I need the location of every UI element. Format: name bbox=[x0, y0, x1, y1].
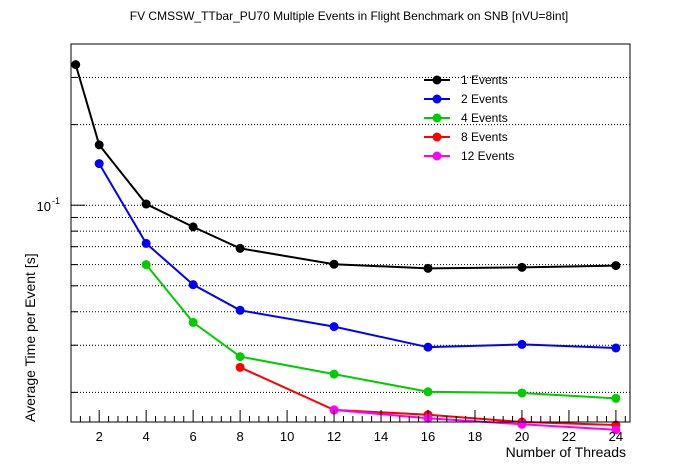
series-line bbox=[74, 64, 616, 270]
legend-label: 12 Events bbox=[461, 149, 514, 163]
data-point bbox=[188, 317, 198, 327]
data-point bbox=[611, 261, 621, 271]
series-3 bbox=[141, 260, 621, 403]
data-point bbox=[517, 388, 527, 398]
data-point bbox=[517, 339, 527, 349]
legend-marker bbox=[432, 132, 442, 142]
data-point bbox=[141, 260, 151, 270]
plot-frame bbox=[70, 43, 631, 423]
series-1 bbox=[71, 60, 621, 273]
data-point bbox=[329, 322, 339, 332]
data-point bbox=[423, 342, 433, 352]
y-tick-exponent: -1 bbox=[52, 196, 60, 206]
x-tick-label: 4 bbox=[143, 429, 150, 444]
data-point bbox=[329, 369, 339, 379]
data-point bbox=[235, 352, 245, 362]
data-point bbox=[141, 199, 151, 209]
data-point bbox=[235, 362, 245, 372]
x-tick-label: 6 bbox=[190, 429, 197, 444]
legend-marker bbox=[432, 94, 442, 104]
x-tick-label: 22 bbox=[562, 429, 576, 444]
x-tick-label: 20 bbox=[515, 429, 529, 444]
legend-label: 8 Events bbox=[461, 130, 508, 144]
data-point bbox=[611, 425, 621, 435]
data-point bbox=[235, 305, 245, 315]
y-axis-label: Average Time per Event [s] bbox=[22, 253, 38, 422]
data-point bbox=[94, 159, 104, 169]
data-point bbox=[517, 262, 527, 272]
data-point bbox=[423, 263, 433, 273]
legend: 1 Events 2 Events 4 Events 8 Events 12 Event… bbox=[424, 73, 514, 163]
chart-title: FV CMSSW_TTbar_PU70 Multiple Events in F… bbox=[130, 9, 569, 23]
data-point bbox=[235, 243, 245, 253]
legend-label: 2 Events bbox=[461, 92, 508, 106]
x-tick-label: 18 bbox=[468, 429, 482, 444]
x-tick-label: 8 bbox=[236, 429, 243, 444]
series-2 bbox=[94, 159, 621, 353]
x-tick-label: 2 bbox=[96, 429, 103, 444]
series-layer bbox=[71, 60, 621, 435]
data-point bbox=[611, 343, 621, 353]
data-point bbox=[329, 405, 339, 415]
data-point bbox=[423, 387, 433, 397]
legend-marker bbox=[432, 113, 442, 123]
x-tick-label: 14 bbox=[374, 429, 388, 444]
data-point bbox=[141, 238, 151, 248]
data-point bbox=[329, 259, 339, 269]
series-line bbox=[145, 263, 616, 400]
x-tick-label: 16 bbox=[421, 429, 435, 444]
legend-marker bbox=[432, 151, 442, 161]
x-tick-label: 24 bbox=[609, 429, 623, 444]
data-point bbox=[94, 140, 104, 150]
data-point bbox=[71, 60, 81, 70]
data-point bbox=[188, 222, 198, 232]
legend-label: 4 Events bbox=[461, 111, 508, 125]
x-tick-label: 10 bbox=[280, 429, 294, 444]
data-point bbox=[611, 393, 621, 403]
data-point bbox=[188, 280, 198, 290]
legend-marker bbox=[432, 75, 442, 85]
x-axis-ticks: 2 4 6 8 10 12 14 16 18 20 22 24 bbox=[79, 410, 626, 444]
y-tick-label: 10 bbox=[37, 199, 51, 214]
y-axis-ticks: 10 -1 bbox=[37, 76, 85, 393]
legend-label: 1 Events bbox=[461, 73, 508, 87]
series-line bbox=[98, 163, 616, 349]
x-axis-label: Number of Threads bbox=[506, 444, 626, 460]
x-tick-label: 12 bbox=[327, 429, 341, 444]
